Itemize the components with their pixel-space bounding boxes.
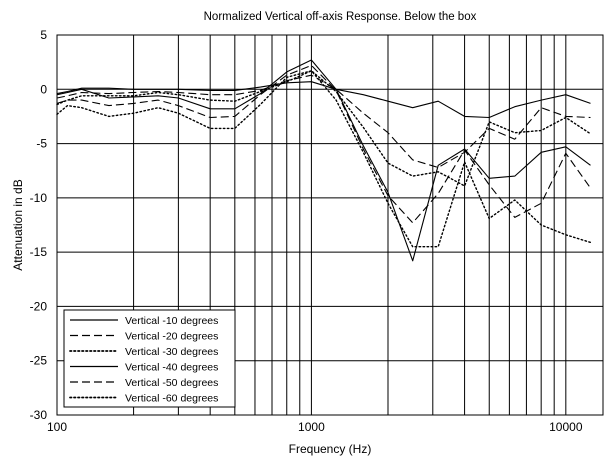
legend-label: Vertical -60 degrees	[125, 393, 218, 405]
series-line	[56, 70, 592, 187]
series-line	[56, 81, 591, 119]
legend-label: Vertical -40 degrees	[125, 362, 218, 374]
y-tick-label: -5	[36, 137, 47, 151]
series-layer	[56, 59, 592, 262]
series-line	[56, 74, 591, 169]
legend-label: Vertical -30 degrees	[125, 346, 218, 358]
y-tick-label: 0	[40, 82, 47, 96]
legend-items: Vertical -10 degrees Vertical -20 degrees…	[69, 315, 218, 405]
x-axis-label: Frequency (Hz)	[289, 442, 372, 456]
legend-label: Vertical -50 degrees	[125, 377, 218, 389]
x-tick-label: 10000	[549, 420, 583, 434]
plot-area	[56, 34, 604, 416]
y-axis-label: Attenuation in dB	[11, 179, 25, 270]
legend-label: Vertical -20 degrees	[125, 331, 218, 343]
chart-title: Normalized Vertical off-axis Response. B…	[204, 11, 477, 23]
y-tick-label: -25	[30, 354, 48, 368]
y-tick-label: -10	[30, 191, 48, 205]
legend: Vertical -10 degrees Vertical -20 degrees…	[63, 309, 236, 408]
y-tick-label: -20	[30, 299, 48, 313]
grid	[57, 35, 603, 415]
legend-label: Vertical -10 degrees	[125, 315, 218, 327]
y-tick-label: 5	[40, 28, 47, 42]
x-tick-label: 1000	[298, 420, 325, 434]
series-line	[56, 70, 592, 248]
legend-box	[63, 309, 236, 408]
series-line	[56, 59, 591, 262]
y-tick-label: -30	[30, 408, 48, 422]
x-tick-label: 100	[47, 420, 67, 434]
y-tick-label: -15	[30, 245, 48, 259]
